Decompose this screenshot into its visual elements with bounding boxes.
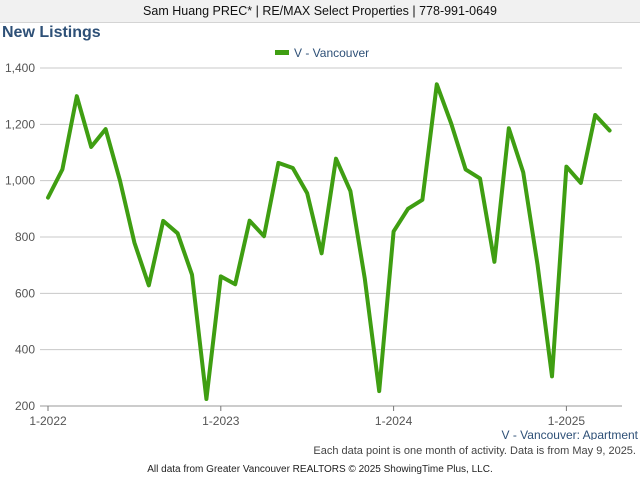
series-line-0 — [46, 82, 612, 401]
x-tick-label-1-2024: 1-2024 — [375, 414, 413, 428]
y-tick-label-800: 800 — [15, 230, 35, 244]
x-tick-label-1-2025: 1-2025 — [548, 414, 586, 428]
copyright-footer: All data from Greater Vancouver REALTORS… — [147, 464, 493, 475]
legend-label: V - Vancouver — [294, 46, 369, 60]
new-listings-line-chart: 200 400 600 800 1,000 1,200 1,400 1-2022 1-2023 1… — [5, 46, 639, 440]
chart-subtitle: V - Vancouver: Apartment — [501, 428, 638, 440]
axes: 200 400 600 800 1,000 1,200 1,400 1-2022 1-2023 1… — [5, 61, 622, 428]
y-tick-label-600: 600 — [15, 286, 35, 300]
x-tick-label-1-2022: 1-2022 — [29, 414, 67, 428]
y-tick-label-1000: 1,000 — [5, 174, 35, 188]
legend-swatch — [275, 50, 289, 55]
y-tick-label-400: 400 — [15, 343, 35, 357]
x-tick-label-1-2023: 1-2023 — [202, 414, 240, 428]
agent-contact-line: Sam Huang PREC* | RE/MAX Select Properti… — [143, 4, 497, 18]
series-layer — [46, 82, 612, 401]
y-tick-label-1200: 1,200 — [5, 117, 35, 131]
y-tick-label-200: 200 — [15, 399, 35, 413]
legend: V - Vancouver — [275, 46, 369, 60]
agent-header-bar: Sam Huang PREC* | RE/MAX Select Properti… — [0, 0, 640, 23]
page-title: New Listings — [2, 24, 101, 41]
y-tick-label-1400: 1,400 — [5, 61, 35, 75]
data-source-note: Each data point is one month of activity… — [313, 445, 636, 457]
